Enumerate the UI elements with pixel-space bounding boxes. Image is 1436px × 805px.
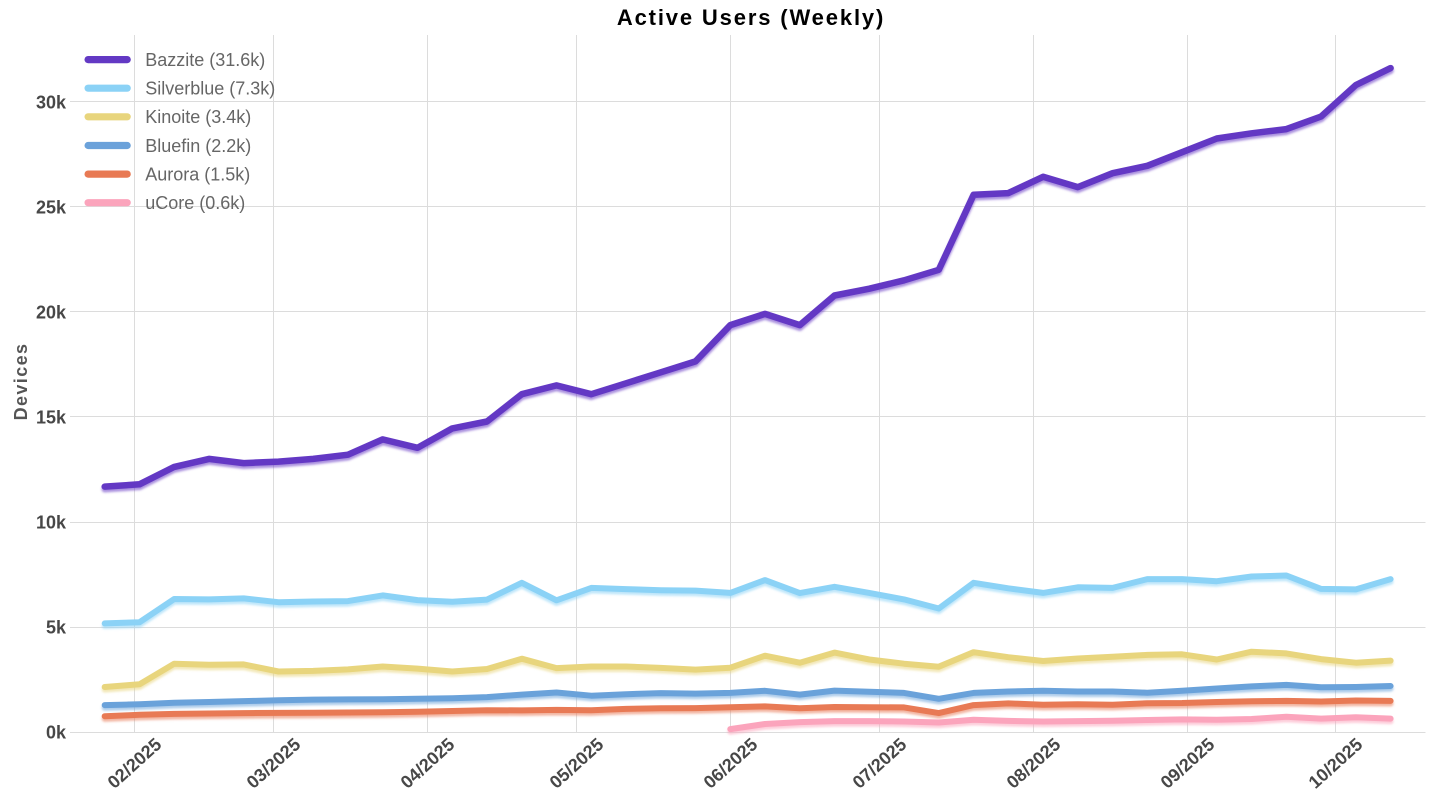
svg-text:uCore (0.6k): uCore (0.6k) [145, 193, 245, 213]
svg-text:Active Users (Weekly): Active Users (Weekly) [617, 5, 885, 30]
svg-text:Kinoite (3.4k): Kinoite (3.4k) [145, 107, 251, 127]
svg-text:Silverblue (7.3k): Silverblue (7.3k) [145, 79, 275, 99]
svg-text:25k: 25k [36, 197, 67, 217]
svg-text:Aurora (1.5k): Aurora (1.5k) [145, 164, 250, 184]
svg-text:5k: 5k [46, 618, 67, 638]
svg-text:10k: 10k [36, 512, 67, 532]
svg-text:0k: 0k [46, 723, 67, 743]
svg-text:15k: 15k [36, 407, 67, 427]
svg-text:Bazzite (31.6k): Bazzite (31.6k) [145, 50, 265, 70]
svg-text:Devices: Devices [11, 343, 31, 421]
svg-text:30k: 30k [36, 92, 67, 112]
svg-text:Bluefin (2.2k): Bluefin (2.2k) [145, 136, 251, 156]
svg-text:20k: 20k [36, 302, 67, 322]
